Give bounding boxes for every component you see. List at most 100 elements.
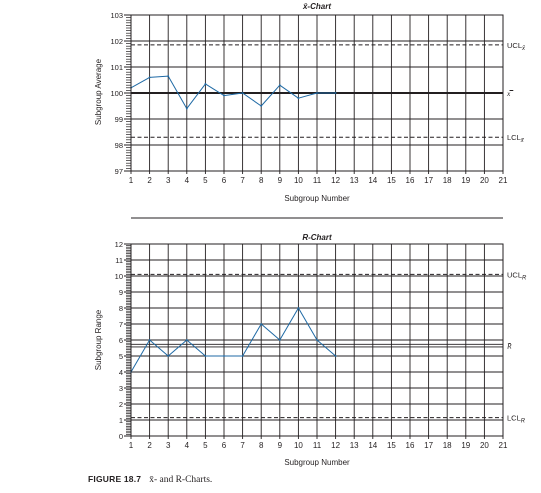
r-x-tick-label: 9 — [278, 441, 283, 450]
xbar-limit-label: x̿ — [506, 88, 513, 98]
r-data-point — [204, 355, 207, 357]
r-limit-label: R̄ — [506, 342, 512, 351]
xbar-x-tick-label: 11 — [313, 176, 322, 185]
r-data-point — [297, 307, 300, 309]
xbar-plot-frame — [130, 14, 504, 172]
xbar-x-tick-label: 19 — [461, 176, 470, 185]
xbar-data-point — [297, 97, 300, 100]
xbar-data-point — [204, 83, 207, 85]
r-series-line — [130, 307, 336, 373]
r-x-tick-label: 13 — [350, 441, 359, 450]
r-x-tick-label: 14 — [368, 441, 377, 450]
r-x-tick-label: 19 — [461, 441, 470, 450]
xbar-x-tick-label: 20 — [480, 176, 489, 185]
xbar-y-tick-label: 99 — [115, 115, 123, 124]
r-chart: R-Chart Subgroup Range Subgroup Number 0… — [94, 233, 527, 467]
xbar-y-tick-label: 102 — [110, 37, 123, 46]
r-y-tick-label: 12 — [115, 240, 123, 249]
xbar-x-tick-label: 2 — [147, 176, 152, 185]
r-data-point — [241, 355, 244, 357]
xbar-data-point — [278, 84, 281, 87]
xbar-x-tick-label: 1 — [129, 176, 134, 185]
xbar-x-tick-label: 4 — [185, 176, 190, 185]
r-data-point — [260, 323, 263, 325]
r-x-tick-label: 21 — [499, 441, 508, 450]
xbar-series-line — [130, 75, 336, 110]
xbar-x-tick-label: 17 — [424, 176, 433, 185]
figure-caption-label: FIGURE 18.7 — [88, 474, 142, 484]
xbar-x-tick-label: 15 — [387, 176, 396, 185]
r-y-tick-label: 3 — [119, 384, 123, 393]
r-y-tick-label: 7 — [119, 320, 123, 329]
r-data-point — [167, 355, 170, 357]
xbar-data-point — [148, 76, 151, 79]
xbar-x-tick-label: 3 — [166, 176, 171, 185]
xbar-x-tick-label: 21 — [499, 176, 508, 185]
xbar-y-tick-label: 101 — [110, 63, 123, 72]
r-minor-ticks — [124, 243, 504, 439]
r-x-tick-label: 18 — [443, 441, 452, 450]
r-x-tick-label: 3 — [166, 441, 171, 450]
r-y-tick-label: 6 — [119, 336, 123, 345]
r-y-tick-label: 11 — [115, 256, 123, 265]
r-x-tick-label: 8 — [259, 441, 264, 450]
r-x-tick-label: 7 — [240, 441, 245, 450]
xbar-y-tick-label: 97 — [115, 167, 123, 176]
r-x-tick-label: 4 — [185, 441, 190, 450]
xbar-data-point — [223, 94, 225, 97]
r-x-tick-label: 5 — [203, 441, 208, 450]
xbar-chart-ylabel: Subgroup Average — [94, 58, 103, 125]
r-chart-ylabel: Subgroup Range — [94, 309, 103, 370]
xbar-data-point — [316, 92, 318, 94]
xbar-x-tick-label: 10 — [294, 176, 303, 185]
r-y-tick-label: 4 — [119, 368, 123, 377]
xbar-x-tick-label: 8 — [259, 176, 264, 185]
xbar-minor-ticks — [124, 14, 504, 174]
xbar-x-tick-label: 6 — [222, 176, 227, 185]
xbar-data-point — [260, 105, 263, 107]
r-x-tick-label: 15 — [387, 441, 396, 450]
xbar-chart: x̄-Chart Subgroup Average Subgroup Numbe… — [94, 2, 526, 203]
r-data-point — [223, 355, 225, 357]
r-limit-label: UCLR — [507, 270, 527, 281]
r-y-tick-label: 2 — [119, 400, 123, 409]
xbar-chart-xlabel: Subgroup Number — [284, 194, 350, 203]
r-x-tick-label: 2 — [147, 441, 152, 450]
xbar-limit-label: LCLx̄ — [507, 133, 525, 144]
r-plot-frame — [130, 243, 504, 437]
r-chart-xlabel: Subgroup Number — [284, 458, 350, 467]
r-x-tick-label: 11 — [313, 441, 322, 450]
r-x-tick-label: 12 — [331, 441, 340, 450]
r-chart-title: R-Chart — [302, 233, 332, 242]
xbar-x-tick-label: 16 — [406, 176, 415, 185]
r-data-point — [334, 355, 337, 357]
xbar-x-tick-label: 14 — [368, 176, 377, 185]
xbar-x-tick-label: 9 — [278, 176, 283, 185]
xbar-data-point — [185, 107, 188, 110]
r-x-tick-label: 16 — [406, 441, 415, 450]
r-data-point — [148, 339, 151, 341]
r-y-tick-label: 9 — [119, 288, 123, 297]
r-limit-label: LCLR — [507, 414, 526, 425]
xbar-x-tick-label: 7 — [240, 176, 245, 185]
figure-caption: FIGURE 18.7 x̄- and R-Charts. — [88, 474, 212, 485]
r-data-point — [278, 339, 281, 341]
r-y-tick-label: 10 — [115, 272, 123, 281]
r-x-tick-label: 6 — [222, 441, 227, 450]
xbar-y-tick-label: 98 — [115, 141, 123, 150]
xbar-limit-label: UCLx̄ — [507, 41, 526, 52]
xbar-x-tick-label: 18 — [443, 176, 452, 185]
xbar-chart-title: x̄-Chart — [302, 2, 331, 11]
r-y-tick-label: 0 — [119, 432, 123, 441]
r-x-tick-label: 1 — [129, 441, 134, 450]
r-x-tick-label: 20 — [480, 441, 489, 450]
r-y-tick-label: 8 — [119, 304, 123, 313]
r-y-tick-label: 1 — [119, 416, 123, 425]
xbar-x-tick-label: 12 — [331, 176, 340, 185]
figure-caption-text: x̄- and R-Charts. — [149, 475, 213, 485]
xbar-data-point — [334, 92, 337, 94]
xbar-y-tick-label: 103 — [110, 11, 123, 20]
r-x-tick-label: 10 — [294, 441, 303, 450]
r-y-tick-label: 5 — [119, 352, 123, 361]
